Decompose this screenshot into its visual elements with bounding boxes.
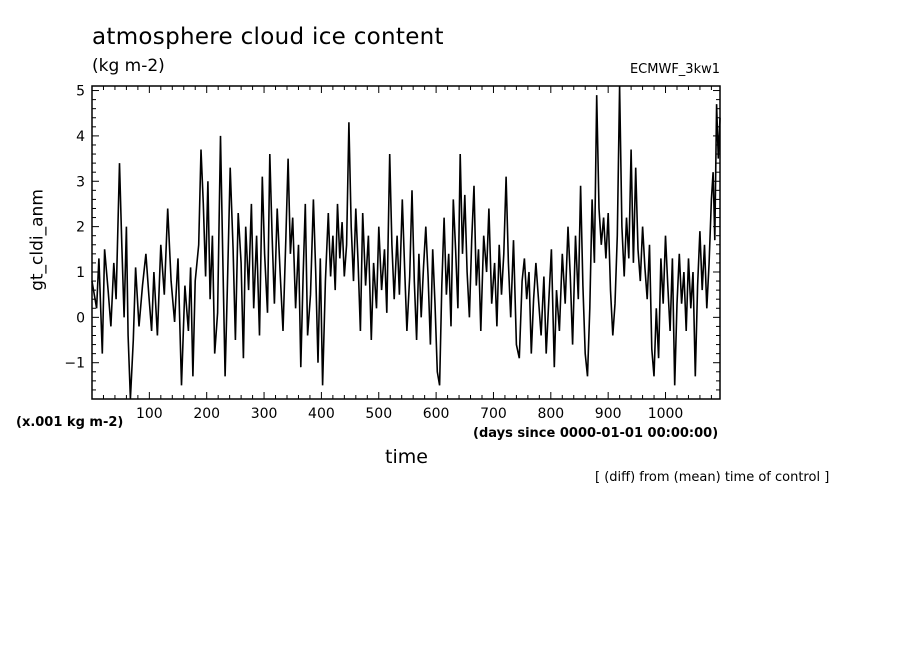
x-axis-ticks: 100 200 300 400 500 600 700 800 900 1000 [102, 86, 712, 422]
y-tick-label: 4 [76, 129, 85, 145]
y-tick-label: 0 [76, 310, 85, 326]
y-scale-note: (x.001 kg m-2) [16, 415, 124, 430]
chart-title: atmosphere cloud ice content [92, 24, 444, 50]
x-tick-label: 900 [595, 406, 622, 422]
plot-frame [91, 85, 721, 400]
x-axis-units: (days since 0000-01-01 00:00:00) [473, 426, 719, 441]
y-tick-label: 5 [76, 84, 85, 100]
x-tick-label: 100 [136, 406, 163, 422]
x-tick-label: 200 [193, 406, 220, 422]
x-tick-label: 600 [423, 406, 450, 422]
y-tick-label: 2 [76, 220, 85, 236]
model-name: ECMWF_3kw1 [629, 62, 720, 77]
x-tick-label: 700 [480, 406, 507, 422]
x-tick-label: 800 [537, 406, 564, 422]
x-tick-label: 500 [365, 406, 392, 422]
x-tick-label: 400 [308, 406, 335, 422]
y-tick-label: 1 [76, 265, 85, 281]
x-tick-label: 1000 [648, 406, 684, 422]
chart-units: (kg m-2) [92, 56, 165, 76]
diff-note: [ (diff) from (mean) time of control ] [595, 470, 830, 485]
x-axis-label: time [385, 446, 428, 468]
y-tick-label: −1 [64, 356, 85, 372]
series-line [91, 85, 721, 400]
x-tick-label: 300 [251, 406, 278, 422]
y-tick-label: 3 [76, 174, 85, 190]
series-group [91, 85, 721, 400]
